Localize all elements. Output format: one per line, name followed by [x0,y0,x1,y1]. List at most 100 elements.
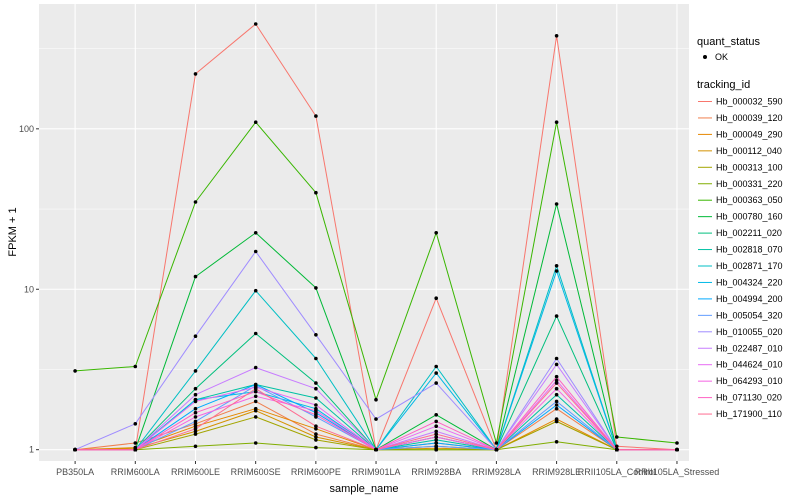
data-point [193,334,198,339]
x-tick-label: RRIM928LE [532,467,581,477]
data-point [314,413,318,417]
data-point [434,413,439,417]
legend-series-label: Hb_000039_120 [716,113,783,123]
data-point [554,120,559,124]
legend-series-label: Hb_000313_100 [716,162,783,172]
data-point [193,72,198,76]
legend-series-label: Hb_004994_200 [716,294,783,304]
x-tick-label: RRIM600PE [291,467,341,477]
legend-series-label: Hb_002871_170 [716,261,783,271]
data-point [314,403,318,407]
data-point [193,369,198,373]
data-point [314,356,318,361]
legend-series-title: tracking_id [697,79,750,91]
data-point [554,378,559,383]
legend-series-label: Hb_002818_070 [716,245,783,255]
data-point [193,392,198,397]
data-point [554,399,559,404]
data-point [193,386,198,391]
data-point [314,445,318,450]
data-point [193,410,198,415]
legend-series-label: Hb_064293_010 [716,376,783,386]
y-axis: 1 10 100 [19,124,39,455]
data-point [253,394,258,399]
y-axis-title: FPKM + 1 [7,207,19,256]
data-point [374,397,378,402]
data-point [434,424,439,429]
data-point [554,202,559,206]
data-point [253,288,258,293]
data-point [253,386,258,391]
data-point [253,231,258,235]
data-point [434,419,439,424]
x-tick-label: RRII105LA_Control [578,467,656,477]
x-tick-label: RRIM600SE [231,467,281,477]
y-tick-label: 100 [19,124,34,134]
data-point [314,396,318,400]
legend-series-label: Hb_002211_020 [716,228,782,238]
data-point [434,371,439,375]
data-point [314,432,318,436]
data-point [73,369,77,373]
data-point [554,374,559,379]
data-point [554,362,559,367]
data-point [253,331,258,336]
data-point [133,441,138,445]
data-point [193,419,198,424]
x-tick-label: RRIM928LA [472,467,521,477]
data-point [615,435,619,439]
data-point [314,408,318,413]
data-point [193,427,198,431]
data-point [133,364,138,369]
data-point [434,381,439,385]
data-point [314,114,318,118]
x-axis-title: sample_name [329,483,398,495]
data-point [73,447,77,452]
legend-series-label: Hb_000780_160 [716,212,783,222]
data-point [554,392,559,397]
legend-series-label: Hb_005054_320 [716,310,783,320]
data-point [253,441,258,445]
y-tick-label: 1 [29,445,34,455]
data-point [675,447,679,452]
data-point [193,415,198,419]
data-point [554,269,559,273]
series-points [73,22,679,452]
data-point [133,422,138,426]
data-point [554,314,559,318]
data-point [434,364,439,369]
data-point [314,438,318,442]
data-point [193,424,198,429]
legend-series-label: Hb_171900_110 [716,409,782,419]
data-point [253,408,258,413]
x-tick-label: RRIM600LE [171,467,220,477]
x-tick-label: RRIM928BA [411,467,461,477]
data-point [554,406,559,411]
data-point [253,415,258,419]
legend-status-label: OK [715,52,728,62]
data-point [554,419,559,424]
data-point [554,440,559,444]
data-point [374,417,378,421]
legend-series-label: Hb_044624_010 [716,360,783,370]
x-tick-label: RRIM901LA [352,467,401,477]
legend-series-label: Hb_071130_020 [716,393,782,403]
legend-series-entries: Hb_000032_590 Hb_000039_120 Hb_000049_290 H… [698,97,783,419]
data-point [434,432,439,436]
data-point [314,381,318,385]
data-point [193,444,198,449]
data-point [133,447,138,452]
data-point [314,427,318,431]
data-point [615,447,619,452]
data-point [193,429,198,434]
data-point [434,444,439,449]
data-point [554,403,559,407]
data-point [675,441,679,445]
data-point [554,34,559,38]
legend-series-label: Hb_000049_290 [716,129,783,139]
data-point [314,424,318,429]
data-point [193,200,198,204]
x-tick-label: RRII105LA_Stressed [635,467,720,477]
legend-series-label: Hb_000331_220 [716,179,783,189]
data-point [434,447,439,452]
